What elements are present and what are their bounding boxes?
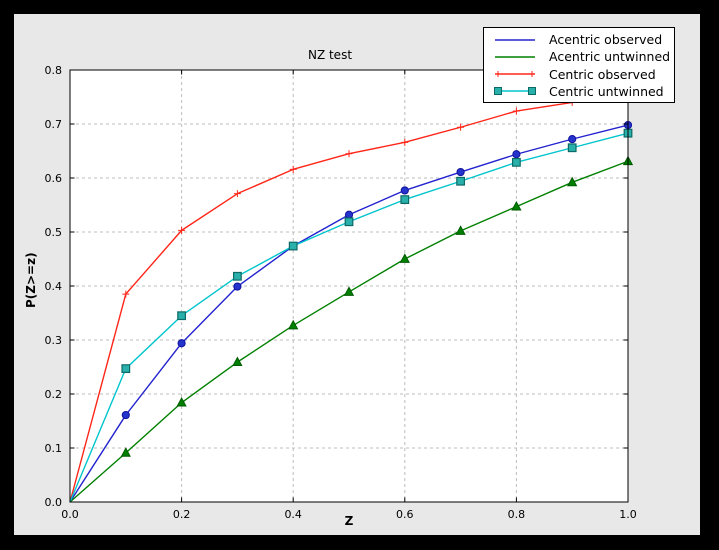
legend-item: Acentric observed: [492, 31, 668, 48]
legend-line-sample: [495, 38, 535, 41]
legend-line-sample: [494, 87, 536, 96]
x-axis-label: Z: [344, 514, 354, 528]
y-axis-label: P(Z>=z): [24, 252, 38, 308]
series-acentric-observed: [69, 120, 633, 503]
legend-line-sample: [495, 71, 535, 78]
legend-item: Centric untwinned: [492, 83, 668, 100]
x-tick-label: 0.4: [284, 508, 302, 521]
legend-label: Acentric untwinned: [549, 49, 671, 65]
chart-title: NZ test: [307, 48, 353, 62]
legend-label: Acentric observed: [549, 32, 663, 48]
y-tick-label: 0.8: [45, 64, 63, 77]
legend-label: Centric observed: [549, 66, 656, 82]
y-tick-label: 0.4: [45, 280, 63, 293]
y-tick-label: 0.6: [45, 172, 63, 185]
x-tick-label: 0.0: [61, 508, 79, 521]
legend-line-sample: [495, 56, 535, 58]
x-tick-label: 1.0: [619, 508, 637, 521]
x-tick-label: 0.8: [508, 508, 526, 521]
tick-labels: 0.0 0.2 0.4 0.6 0.8 1.0 0.0 0.1 0.2 0.3 0.4 0.5 0.6 0…: [45, 64, 637, 521]
y-tick-label: 0.1: [45, 442, 63, 455]
legend-item: Acentric untwinned: [492, 48, 671, 65]
x-tick-label: 0.6: [396, 508, 414, 521]
legend-box: Acentric observed Acentric untwinned Centr…: [483, 27, 675, 103]
legend-label: Centric untwinned: [549, 83, 664, 99]
gridlines: [70, 70, 628, 502]
y-tick-label: 0.7: [45, 118, 63, 131]
x-tick-label: 0.2: [173, 508, 191, 521]
legend-item: Centric observed: [492, 66, 668, 83]
y-tick-label: 0.3: [45, 334, 63, 347]
y-tick-label: 0.5: [45, 226, 63, 239]
series-centric-untwinned: [69, 128, 633, 503]
y-tick-label: 0.2: [45, 388, 63, 401]
y-tick-label: 0.0: [45, 496, 63, 509]
